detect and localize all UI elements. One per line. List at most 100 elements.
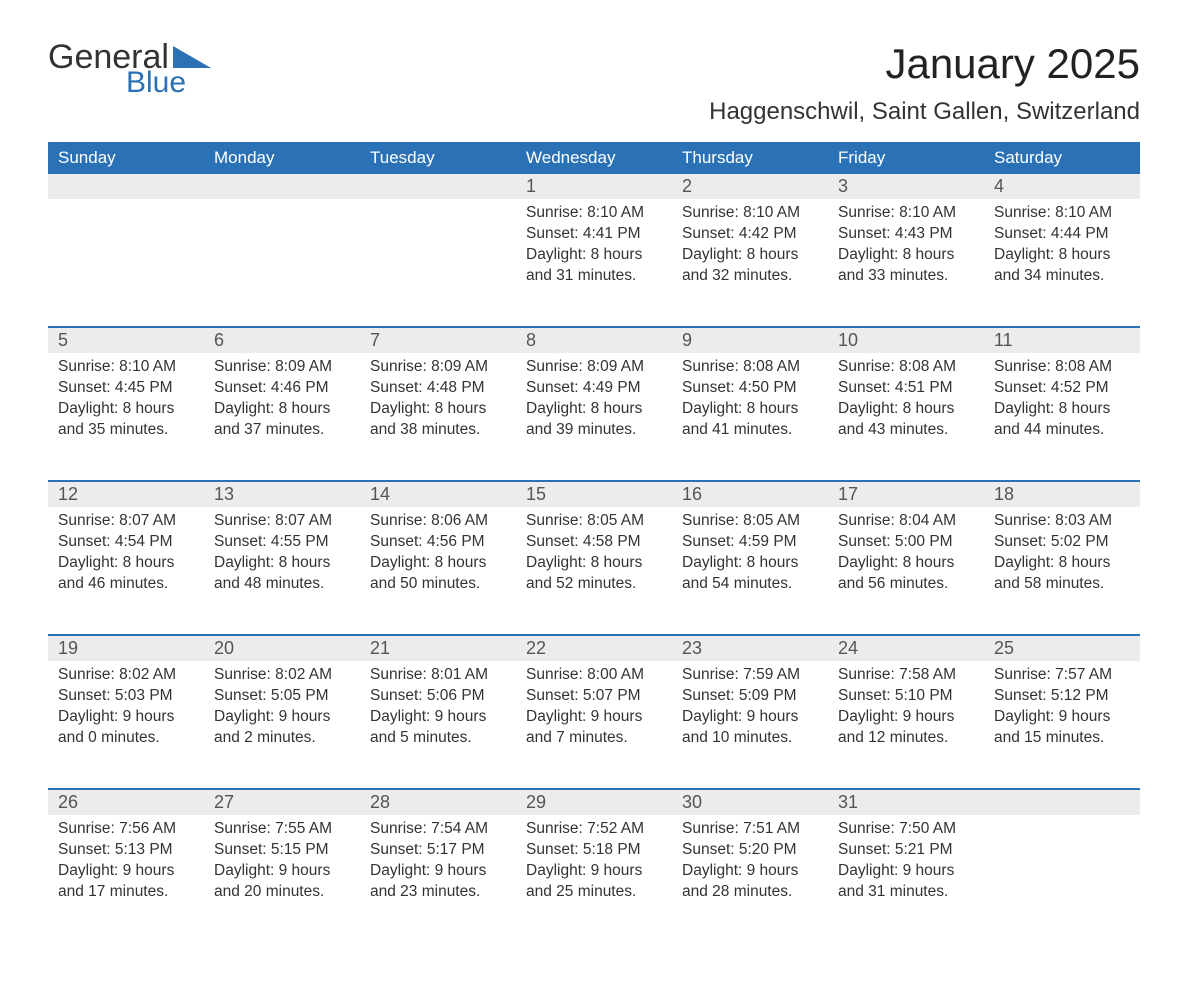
sunset-prefix: Sunset: — [994, 225, 1051, 242]
sunrise-value: 7:59 AM — [743, 666, 800, 683]
sunset-line: Sunset: 4:59 PM — [682, 532, 818, 553]
sunset-prefix: Sunset: — [994, 379, 1051, 396]
daylight-line: Daylight: 8 hours and 52 minutes. — [526, 553, 662, 595]
sunset-prefix: Sunset: — [838, 841, 895, 858]
sunrise-value: 8:10 AM — [899, 204, 956, 221]
daylight-line: Daylight: 8 hours and 38 minutes. — [370, 399, 506, 441]
day-number-cell: 21 — [360, 635, 516, 661]
sunset-line: Sunset: 4:48 PM — [370, 378, 506, 399]
sunset-prefix: Sunset: — [214, 533, 271, 550]
sunset-prefix: Sunset: — [58, 379, 115, 396]
sunset-value: 4:50 PM — [739, 379, 797, 396]
daylight-line: Daylight: 9 hours and 20 minutes. — [214, 861, 350, 903]
sunset-value: 5:13 PM — [115, 841, 173, 858]
sunset-value: 5:02 PM — [1051, 533, 1109, 550]
sunset-prefix: Sunset: — [370, 841, 427, 858]
sunset-value: 5:18 PM — [583, 841, 641, 858]
day-data-cell: Sunrise: 7:58 AMSunset: 5:10 PMDaylight:… — [828, 661, 984, 789]
sunset-prefix: Sunset: — [682, 687, 739, 704]
weekday-header: Wednesday — [516, 142, 672, 174]
sunrise-line: Sunrise: 7:55 AM — [214, 819, 350, 840]
day-data-row: Sunrise: 8:07 AM Sunset: 4:54 PM Daylight:… — [48, 507, 1140, 635]
sunset-line: Sunset: 5:06 PM — [370, 686, 506, 707]
sunrise-line: Sunrise: 8:02 AM — [214, 665, 350, 686]
weekday-header: Tuesday — [360, 142, 516, 174]
sunrise-value: 8:03 AM — [1055, 512, 1112, 529]
sunrise-value: 8:08 AM — [899, 358, 956, 375]
sunset-prefix: Sunset: — [58, 533, 115, 550]
daylight-line: Daylight: 9 hours and 25 minutes. — [526, 861, 662, 903]
daylight-line: Daylight: 9 hours and 5 minutes. — [370, 707, 506, 749]
daylight-line: Daylight: 8 hours and 41 minutes. — [682, 399, 818, 441]
day-data-cell: Sunrise: 8:10 AMSunset: 4:44 PMDaylight:… — [984, 199, 1140, 327]
sunset-prefix: Sunset: — [526, 841, 583, 858]
daylight-prefix: Daylight: — [994, 400, 1059, 417]
sunset-prefix: Sunset: — [214, 379, 271, 396]
day-data-row: Sunrise: 8:10 AMSunset: 4:41 PMDaylight:… — [48, 199, 1140, 327]
sunrise-line: Sunrise: 8:09 AM — [214, 357, 350, 378]
sunset-value: 5:17 PM — [427, 841, 485, 858]
day-number-row: 567891011 — [48, 327, 1140, 353]
sunrise-prefix: Sunrise: — [526, 512, 587, 529]
day-number-cell: 25 — [984, 635, 1140, 661]
sunset-line: Sunset: 5:00 PM — [838, 532, 974, 553]
daylight-line: Daylight: 8 hours and 34 minutes. — [994, 245, 1130, 287]
day-number-cell: 28 — [360, 789, 516, 815]
sunrise-prefix: Sunrise: — [682, 512, 743, 529]
day-data-cell: Sunrise: 7:55 AMSunset: 5:15 PMDaylight:… — [204, 815, 360, 943]
sunrise-value: 7:55 AM — [275, 820, 332, 837]
daylight-prefix: Daylight: — [994, 554, 1059, 571]
daylight-prefix: Daylight: — [838, 554, 903, 571]
calendar-table: SundayMondayTuesdayWednesdayThursdayFrid… — [48, 142, 1140, 943]
day-data-cell: Sunrise: 8:10 AMSunset: 4:43 PMDaylight:… — [828, 199, 984, 327]
day-data-cell: Sunrise: 8:08 AMSunset: 4:52 PMDaylight:… — [984, 353, 1140, 481]
day-data-cell: Sunrise: 7:51 AMSunset: 5:20 PMDaylight:… — [672, 815, 828, 943]
sunset-prefix: Sunset: — [526, 379, 583, 396]
sunset-value: 5:03 PM — [115, 687, 173, 704]
sunset-prefix: Sunset: — [214, 687, 271, 704]
daylight-prefix: Daylight: — [838, 862, 903, 879]
sunset-line: Sunset: 4:54 PM — [58, 532, 194, 553]
day-number-cell: 15 — [516, 481, 672, 507]
sunrise-line: Sunrise: 7:58 AM — [838, 665, 974, 686]
sunrise-prefix: Sunrise: — [370, 820, 431, 837]
month-title: January 2025 — [709, 40, 1140, 88]
sunset-prefix: Sunset: — [838, 533, 895, 550]
daylight-prefix: Daylight: — [994, 708, 1059, 725]
sunset-value: 4:49 PM — [583, 379, 641, 396]
sunset-prefix: Sunset: — [214, 841, 271, 858]
day-data-cell: Sunrise: 8:09 AMSunset: 4:49 PMDaylight:… — [516, 353, 672, 481]
day-data-cell: Sunrise: 7:50 AMSunset: 5:21 PMDaylight:… — [828, 815, 984, 943]
day-data-cell: Sunrise: 7:54 AMSunset: 5:17 PMDaylight:… — [360, 815, 516, 943]
sunset-line: Sunset: 4:58 PM — [526, 532, 662, 553]
day-data-cell: Sunrise: 8:09 AMSunset: 4:46 PMDaylight:… — [204, 353, 360, 481]
day-number-cell: 1 — [516, 174, 672, 199]
sunset-line: Sunset: 5:18 PM — [526, 840, 662, 861]
day-number-cell: 6 — [204, 327, 360, 353]
sunrise-value: 8:09 AM — [431, 358, 488, 375]
sunset-prefix: Sunset: — [838, 379, 895, 396]
sunset-prefix: Sunset: — [682, 841, 739, 858]
sunrise-value: 8:04 AM — [899, 512, 956, 529]
day-number-cell: 7 — [360, 327, 516, 353]
day-data-cell — [984, 815, 1140, 943]
sunrise-line: Sunrise: 8:08 AM — [994, 357, 1130, 378]
day-number-cell: 9 — [672, 327, 828, 353]
daylight-line: Daylight: 8 hours and 56 minutes. — [838, 553, 974, 595]
sunset-value: 5:21 PM — [895, 841, 953, 858]
daylight-prefix: Daylight: — [526, 400, 591, 417]
day-data-cell: Sunrise: 8:06 AMSunset: 4:56 PMDaylight:… — [360, 507, 516, 635]
day-number-cell: 30 — [672, 789, 828, 815]
sunrise-line: Sunrise: 8:10 AM — [838, 203, 974, 224]
daylight-prefix: Daylight: — [58, 708, 123, 725]
sunrise-line: Sunrise: 8:09 AM — [370, 357, 506, 378]
sunset-prefix: Sunset: — [370, 533, 427, 550]
day-number-cell: 22 — [516, 635, 672, 661]
sunset-line: Sunset: 5:05 PM — [214, 686, 350, 707]
sunrise-line: Sunrise: 8:04 AM — [838, 511, 974, 532]
day-number-cell: 2 — [672, 174, 828, 199]
day-data-row: Sunrise: 8:10 AMSunset: 4:45 PMDaylight:… — [48, 353, 1140, 481]
daylight-prefix: Daylight: — [214, 862, 279, 879]
day-data-cell: Sunrise: 8:05 AMSunset: 4:59 PMDaylight:… — [672, 507, 828, 635]
sunrise-value: 8:07 AM — [119, 512, 176, 529]
